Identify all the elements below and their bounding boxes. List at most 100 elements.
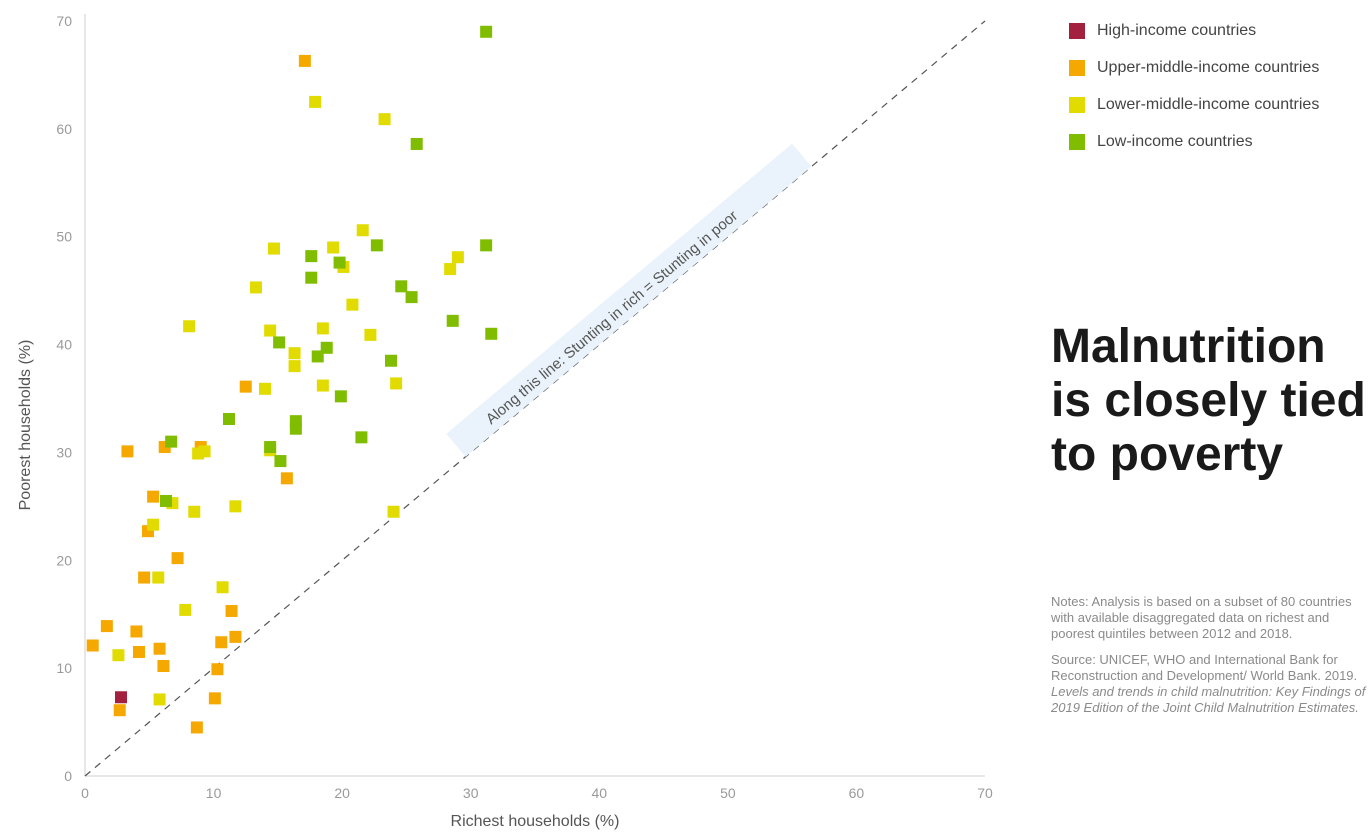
legend-swatch-upper-middle-income [1069, 59, 1085, 76]
headline-line-2: is closely tied [1051, 374, 1366, 427]
data-point [274, 455, 287, 468]
legend-swatch-high-income [1069, 22, 1085, 39]
x-tick-label: 0 [81, 785, 89, 801]
data-point [273, 336, 286, 349]
y-tick-label: 10 [56, 660, 72, 676]
equality-line-label: Along this line: Stunting in rich = Stun… [483, 207, 741, 428]
data-point [289, 422, 302, 435]
data-point [165, 435, 178, 448]
data-point [480, 25, 493, 38]
headline: Malnutrition is closely tied to poverty [1051, 320, 1369, 482]
data-point [309, 95, 322, 108]
x-ticks: 0 10 20 30 40 50 60 70 [81, 785, 993, 801]
data-point [223, 412, 235, 425]
x-tick-label: 70 [977, 785, 993, 801]
data-point [305, 250, 318, 263]
data-point [268, 242, 280, 255]
data-point [157, 659, 170, 672]
data-point [378, 113, 391, 126]
legend-label-upper-middle-income: Upper-middle-income countries [1097, 58, 1320, 76]
data-point [259, 382, 271, 395]
legend-item-lower-middle-income: Lower-middle-income countries [1069, 86, 1319, 123]
data-point [356, 224, 369, 237]
data-point [138, 571, 151, 584]
legend-label-lower-middle-income: Lower-middle-income countries [1097, 95, 1320, 113]
data-point [130, 625, 143, 638]
data-point [153, 642, 166, 655]
notes-text: Notes: Analysis is based on a subset of … [1051, 594, 1352, 641]
data-point [355, 431, 368, 444]
data-point [152, 571, 165, 584]
data-point [264, 441, 277, 454]
data-point [115, 691, 127, 704]
data-point [451, 251, 464, 264]
data-point [333, 256, 346, 269]
data-point [198, 445, 211, 458]
data-point [288, 360, 301, 373]
data-point [305, 271, 318, 284]
source-title: Levels and trends in child malnutrition:… [1051, 684, 1366, 715]
x-tick-label: 50 [720, 785, 736, 801]
data-point [410, 137, 423, 150]
data-point [188, 505, 201, 518]
y-tick-label: 60 [56, 121, 72, 137]
legend-item-low-income: Low-income countries [1069, 123, 1319, 160]
data-point [100, 620, 113, 633]
x-tick-label: 40 [591, 785, 607, 801]
data-point [395, 280, 408, 293]
data-point [405, 291, 418, 304]
data-point [446, 314, 459, 327]
legend-swatch-low-income [1069, 133, 1085, 150]
data-point [153, 693, 166, 706]
legend-item-high-income: High-income countries [1069, 12, 1319, 49]
legend: High-income countries Upper-middle-incom… [1069, 12, 1319, 160]
data-point [229, 630, 242, 643]
data-point [250, 281, 262, 294]
data-point [208, 692, 221, 705]
data-point [211, 663, 224, 676]
data-point [113, 704, 126, 717]
legend-swatch-lower-middle-income [1069, 96, 1085, 113]
data-point [334, 390, 347, 403]
equality-label-background [446, 143, 812, 457]
data-point [480, 239, 493, 252]
legend-item-upper-middle-income: Upper-middle-income countries [1069, 49, 1319, 86]
source-prefix: Source: UNICEF, WHO and International Ba… [1051, 652, 1358, 683]
y-tick-label: 70 [56, 13, 72, 29]
data-point [112, 649, 125, 662]
x-tick-label: 10 [206, 785, 222, 801]
y-ticks: 0 10 20 30 40 50 60 70 [56, 13, 72, 784]
data-point [147, 518, 160, 531]
y-tick-label: 20 [56, 552, 72, 568]
legend-label-high-income: High-income countries [1097, 21, 1257, 39]
x-tick-label: 30 [463, 785, 479, 801]
diagonal-group: Along this line: Stunting in rich = Stun… [84, 20, 986, 777]
data-point [147, 490, 160, 503]
data-point [316, 379, 329, 392]
data-point [346, 298, 359, 311]
data-point [387, 505, 400, 518]
y-tick-label: 0 [64, 768, 72, 784]
data-point [327, 241, 340, 254]
data-point [288, 347, 301, 360]
y-tick-label: 30 [56, 444, 72, 460]
data-point [239, 380, 252, 393]
x-axis-title: Richest households (%) [451, 813, 620, 830]
legend-label-low-income: Low-income countries [1097, 132, 1253, 150]
data-point [385, 354, 397, 367]
source-text: Source: UNICEF, WHO and International Ba… [1051, 652, 1369, 716]
y-tick-label: 50 [56, 229, 72, 245]
data-point [216, 581, 229, 594]
data-point [183, 320, 196, 333]
data-point [298, 54, 311, 67]
plot-frame [84, 14, 985, 777]
y-axis-title: Poorest households (%) [17, 340, 34, 511]
equality-label-group: Along this line: Stunting in rich = Stun… [446, 143, 812, 457]
notes-block: Notes: Analysis is based on a subset of … [1051, 594, 1369, 726]
headline-line-1: Malnutrition [1051, 320, 1326, 373]
data-point [86, 639, 99, 652]
data-point [320, 341, 333, 354]
data-point [485, 327, 498, 340]
x-tick-label: 60 [849, 785, 865, 801]
data-point [171, 552, 184, 565]
